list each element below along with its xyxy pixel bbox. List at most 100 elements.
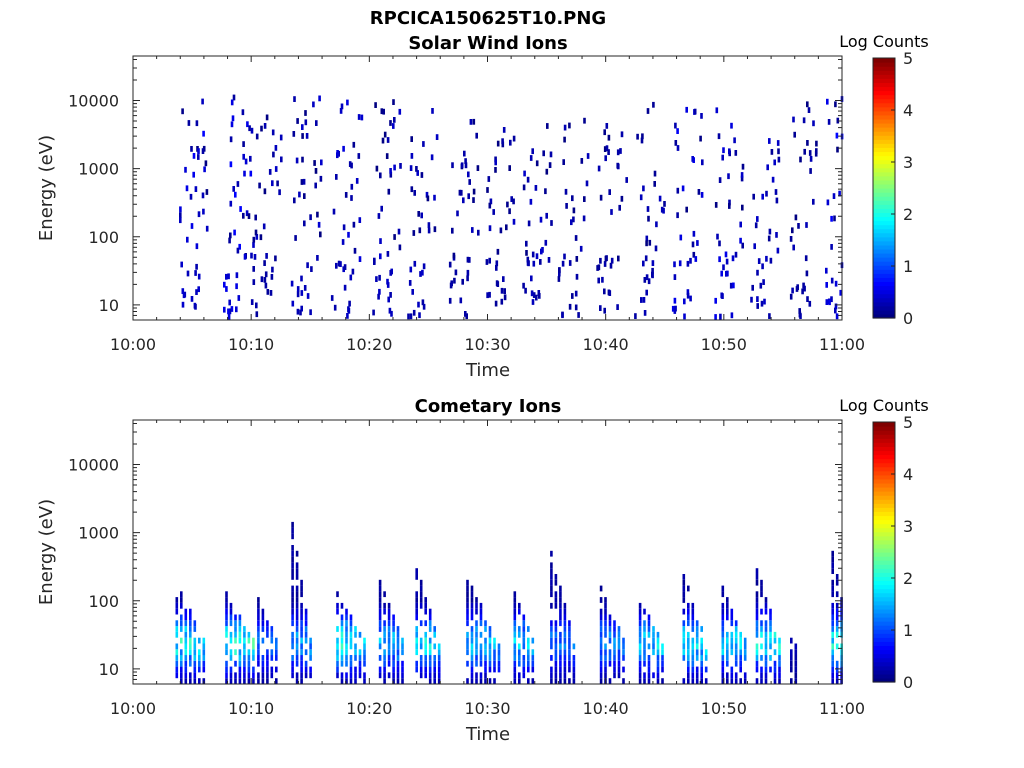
cometary-cell bbox=[358, 631, 362, 638]
y-tick-label: 100 bbox=[88, 592, 119, 611]
cometary-cell bbox=[643, 655, 646, 661]
cometary-cell bbox=[437, 666, 441, 673]
cometary-cell bbox=[229, 655, 233, 661]
cometary-cell bbox=[794, 678, 798, 684]
solar-wind-cell bbox=[202, 208, 205, 215]
colorbar-step bbox=[873, 220, 895, 226]
solar-wind-cell bbox=[834, 307, 837, 314]
solar-wind-cell bbox=[230, 99, 234, 106]
cometary-cell bbox=[559, 608, 562, 615]
solar-wind-cell bbox=[805, 270, 809, 277]
solar-wind-cell bbox=[386, 282, 390, 288]
cometary-cell bbox=[794, 672, 798, 679]
cometary-cell bbox=[234, 626, 237, 632]
panel-title: Solar Wind Ions bbox=[408, 33, 567, 54]
solar-wind-cell bbox=[585, 180, 589, 187]
solar-wind-cell bbox=[642, 260, 645, 267]
x-tick-label: 11:00 bbox=[819, 699, 865, 718]
solar-wind-cell bbox=[348, 161, 352, 167]
cometary-cell bbox=[604, 666, 607, 673]
cometary-cell bbox=[518, 608, 521, 615]
cometary-cell bbox=[238, 614, 242, 621]
cometary-cell bbox=[559, 602, 562, 609]
cometary-cell bbox=[721, 660, 725, 667]
solar-wind-cell bbox=[714, 297, 717, 304]
solar-wind-cell bbox=[740, 175, 744, 182]
solar-wind-cell bbox=[236, 181, 240, 187]
solar-wind-cell bbox=[197, 211, 201, 218]
solar-wind-cell bbox=[425, 191, 429, 198]
cometary-cell bbox=[682, 597, 686, 603]
solar-wind-cell bbox=[422, 263, 426, 270]
colorbar-step bbox=[873, 584, 895, 590]
cometary-cell bbox=[295, 672, 299, 679]
cometary-cell bbox=[769, 655, 772, 661]
cometary-cell bbox=[247, 660, 251, 667]
solar-wind-cell bbox=[674, 305, 677, 312]
cometary-cell bbox=[764, 666, 768, 673]
cometary-cell bbox=[193, 666, 197, 673]
solar-wind-cell bbox=[195, 120, 199, 127]
colorbar-step bbox=[873, 224, 895, 230]
colorbar-step bbox=[873, 293, 895, 299]
solar-wind-cell bbox=[599, 305, 602, 311]
cometary-cell bbox=[363, 637, 366, 644]
cometary-cell bbox=[345, 643, 348, 650]
cometary-cell bbox=[563, 637, 567, 644]
cometary-cell bbox=[656, 672, 660, 679]
cometary-cell bbox=[291, 556, 294, 563]
colorbar-step bbox=[873, 625, 895, 630]
colorbar-step bbox=[873, 499, 895, 504]
solar-wind-cell bbox=[768, 228, 772, 235]
cometary-cell bbox=[295, 597, 299, 603]
solar-wind-cell bbox=[352, 221, 356, 228]
cometary-cell bbox=[599, 626, 603, 632]
solar-wind-cell bbox=[274, 255, 277, 262]
cometary-cell bbox=[760, 626, 763, 632]
cometary-cell bbox=[691, 614, 695, 621]
solar-wind-cell bbox=[759, 282, 763, 289]
cometary-cell bbox=[622, 666, 625, 673]
cometary-cell bbox=[433, 672, 436, 679]
cometary-cell bbox=[831, 655, 834, 661]
solar-wind-cell bbox=[798, 308, 801, 314]
cometary-cell bbox=[721, 626, 725, 632]
colorbar-step bbox=[873, 665, 895, 671]
cometary-cell bbox=[488, 637, 492, 644]
solar-wind-cell bbox=[265, 253, 268, 259]
solar-wind-cell bbox=[467, 171, 470, 178]
cometary-cell bbox=[608, 655, 612, 661]
cometary-cell bbox=[261, 608, 265, 615]
cometary-cell bbox=[401, 643, 404, 650]
cometary-cell bbox=[437, 649, 441, 656]
cometary-cell bbox=[493, 649, 496, 656]
cometary-cell bbox=[613, 649, 616, 656]
cometary-cell bbox=[687, 602, 690, 609]
solar-wind-cell bbox=[530, 290, 534, 297]
cometary-cell bbox=[378, 579, 382, 586]
cometary-cell bbox=[291, 533, 294, 540]
cometary-cell bbox=[415, 568, 418, 574]
y-tick-label: 10 bbox=[99, 296, 119, 315]
cometary-cell bbox=[661, 649, 664, 656]
cometary-cell bbox=[760, 655, 763, 661]
colorbar-step bbox=[873, 617, 895, 622]
cometary-cell bbox=[608, 637, 612, 644]
cometary-cell bbox=[831, 666, 834, 673]
cometary-cell bbox=[760, 585, 763, 592]
solar-wind-cell bbox=[537, 290, 541, 296]
solar-wind-cell bbox=[756, 296, 759, 302]
solar-wind-cell bbox=[577, 312, 580, 318]
solar-wind-cell bbox=[223, 281, 226, 288]
solar-wind-cell bbox=[450, 280, 453, 287]
colorbar-step bbox=[873, 269, 895, 274]
cometary-cell bbox=[238, 620, 242, 627]
cometary-cell bbox=[773, 631, 777, 638]
cometary-cell bbox=[225, 620, 228, 627]
cometary-cell bbox=[437, 678, 441, 684]
cometary-cell bbox=[189, 614, 192, 621]
solar-wind-cell bbox=[728, 148, 731, 155]
cometary-cell bbox=[721, 655, 725, 661]
cometary-cell bbox=[234, 672, 237, 679]
